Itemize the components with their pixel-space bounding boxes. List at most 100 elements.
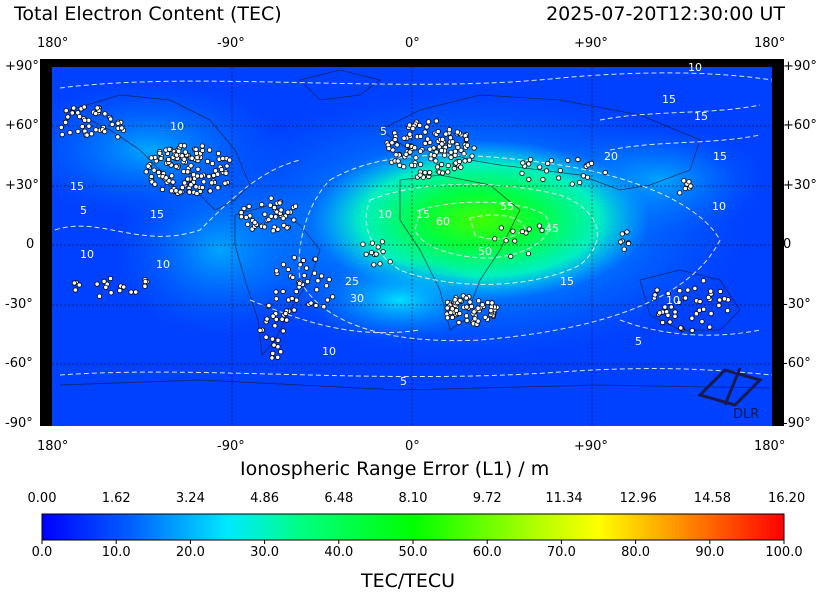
contour-label: 10 bbox=[688, 61, 702, 74]
station-marker bbox=[525, 251, 532, 257]
station-marker bbox=[701, 306, 707, 312]
station-marker bbox=[444, 305, 450, 311]
contour-label: 50 bbox=[478, 245, 492, 258]
station-marker bbox=[456, 158, 462, 165]
station-marker bbox=[543, 168, 550, 174]
station-marker bbox=[422, 140, 428, 146]
station-marker bbox=[271, 205, 277, 211]
station-marker bbox=[625, 240, 632, 247]
contour-label: 5 bbox=[380, 125, 387, 138]
station-marker bbox=[503, 238, 509, 244]
station-marker bbox=[417, 172, 423, 178]
station-marker bbox=[166, 156, 172, 163]
colorbar-bottom-tick: 80.0 bbox=[621, 545, 651, 560]
station-marker bbox=[195, 166, 201, 172]
station-marker bbox=[142, 278, 148, 285]
station-marker bbox=[668, 304, 674, 310]
station-marker bbox=[193, 146, 199, 152]
station-marker bbox=[412, 145, 418, 151]
station-marker bbox=[431, 152, 437, 159]
station-marker bbox=[662, 304, 668, 310]
station-marker bbox=[371, 262, 377, 268]
station-marker bbox=[403, 151, 409, 157]
station-marker bbox=[323, 283, 330, 289]
station-marker bbox=[291, 217, 297, 223]
station-marker bbox=[143, 169, 149, 175]
station-marker bbox=[177, 189, 183, 195]
station-marker bbox=[681, 178, 687, 184]
station-marker bbox=[537, 164, 543, 170]
station-marker bbox=[539, 227, 545, 233]
station-marker bbox=[697, 298, 703, 305]
station-marker bbox=[293, 288, 299, 295]
station-marker bbox=[479, 302, 485, 308]
station-marker bbox=[435, 128, 441, 135]
station-marker bbox=[185, 169, 191, 175]
dlr-logo-text: DLR bbox=[733, 407, 759, 422]
lat-tick-right: 0 bbox=[783, 237, 792, 252]
station-marker bbox=[461, 151, 467, 157]
station-marker bbox=[527, 157, 534, 163]
station-marker bbox=[188, 163, 194, 169]
station-marker bbox=[279, 316, 285, 322]
station-marker bbox=[445, 169, 451, 175]
station-marker bbox=[291, 255, 297, 261]
lon-tick-bottom: 180° bbox=[754, 439, 786, 454]
station-marker bbox=[191, 172, 197, 178]
station-marker bbox=[688, 183, 694, 189]
station-marker bbox=[707, 324, 713, 330]
station-marker bbox=[273, 268, 280, 274]
station-marker bbox=[79, 124, 85, 130]
station-marker bbox=[417, 133, 424, 139]
station-marker bbox=[520, 160, 526, 166]
lat-tick-left: +30° bbox=[5, 178, 39, 193]
lat-tick-left: +90° bbox=[5, 59, 39, 74]
station-marker bbox=[285, 209, 291, 215]
station-marker bbox=[93, 127, 99, 133]
station-marker bbox=[128, 289, 134, 295]
station-marker bbox=[205, 158, 211, 164]
station-marker bbox=[456, 319, 462, 326]
station-marker bbox=[71, 105, 77, 111]
station-marker bbox=[108, 290, 114, 296]
station-marker bbox=[86, 123, 92, 129]
station-marker bbox=[62, 119, 69, 126]
station-marker bbox=[223, 170, 229, 176]
station-marker bbox=[289, 295, 295, 302]
lat-tick-right: +90° bbox=[783, 59, 817, 74]
contour-label: 10 bbox=[170, 120, 184, 133]
station-marker bbox=[159, 186, 166, 193]
station-marker bbox=[446, 127, 452, 133]
station-marker bbox=[439, 136, 446, 142]
station-marker bbox=[708, 288, 714, 294]
station-marker bbox=[324, 297, 331, 303]
station-marker bbox=[672, 309, 678, 315]
lat-tick-right: -90° bbox=[783, 416, 811, 431]
station-marker bbox=[588, 160, 595, 166]
station-marker bbox=[555, 175, 562, 181]
station-marker bbox=[508, 253, 514, 259]
station-marker bbox=[380, 249, 386, 255]
station-marker bbox=[458, 147, 464, 153]
lon-tick-bottom: 180° bbox=[37, 439, 69, 454]
station-marker bbox=[275, 337, 281, 343]
contour-label: 15 bbox=[416, 208, 430, 221]
station-marker bbox=[301, 272, 307, 279]
station-marker bbox=[189, 155, 195, 161]
station-marker bbox=[395, 158, 401, 164]
station-marker bbox=[422, 129, 428, 135]
station-marker bbox=[264, 316, 270, 322]
station-marker bbox=[266, 302, 272, 309]
station-marker bbox=[182, 180, 188, 186]
station-marker bbox=[448, 149, 454, 155]
station-marker bbox=[58, 124, 64, 131]
station-marker bbox=[512, 238, 518, 244]
station-marker bbox=[716, 297, 723, 303]
station-marker bbox=[252, 220, 258, 226]
station-marker bbox=[689, 327, 695, 334]
station-marker bbox=[278, 349, 284, 355]
station-marker bbox=[166, 146, 172, 152]
colorbar-top-tick: 0.00 bbox=[27, 491, 57, 506]
station-marker bbox=[88, 131, 95, 137]
contour-label: 15 bbox=[694, 110, 708, 123]
